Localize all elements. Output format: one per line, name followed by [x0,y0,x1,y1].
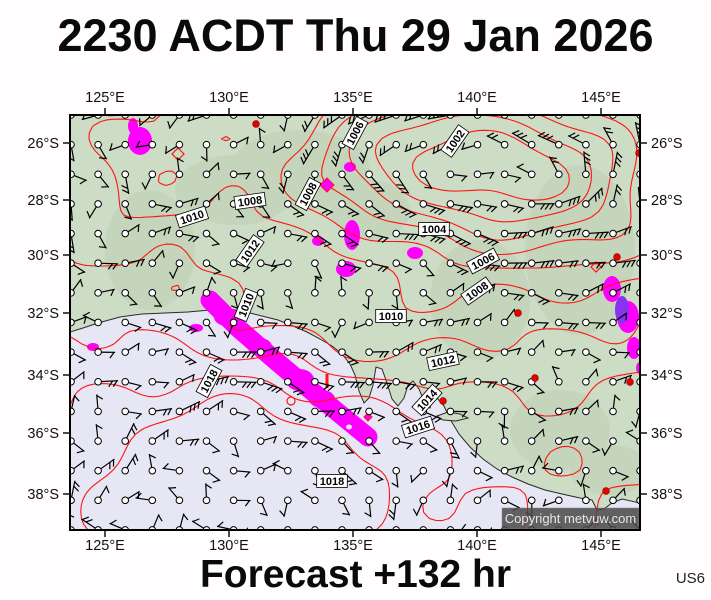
lat-label-right: 38°S [651,487,683,503]
svg-text:1018: 1018 [320,476,344,488]
forecast-hour-label: Forecast +132 hr [199,553,512,596]
svg-text:1012: 1012 [430,354,456,371]
lat-label-left: 34°S [27,368,59,384]
lat-label-left: 38°S [27,487,59,503]
contour-marks [171,147,602,422]
lat-label-left: 36°S [27,426,59,442]
lat-label-left: 32°S [27,306,59,322]
lon-label-bottom: 135°E [333,538,373,554]
lat-label-right: 32°S [651,306,683,322]
lat-label-right: 36°S [651,426,683,442]
svg-text:Copyright metvuw.com: Copyright metvuw.com [505,511,637,526]
lat-label-right: 34°S [651,368,683,384]
lon-label-bottom: 130°E [209,538,249,554]
lon-label-top: 135°E [333,90,373,106]
copyright-watermark: Copyright metvuw.com [501,507,640,530]
svg-text:1004: 1004 [422,224,447,236]
lat-label-left: 28°S [27,193,59,209]
city-markers [252,120,640,495]
lon-label-top: 130°E [209,90,249,106]
lat-label-right: 26°S [651,136,683,152]
graticule-labels: 125°E 125°E 130°E 130°E 135°E 135°E 140°E 140°E… [27,90,682,554]
lon-label-bottom: 145°E [581,538,621,554]
lat-label-right: 30°S [651,248,683,264]
lon-label-top: 125°E [85,90,125,106]
lat-label-left: 30°S [27,248,59,264]
lon-label-bottom: 140°E [457,538,497,554]
chart-title: 2230 ACDT Thu 29 Jan 2026 [57,10,654,61]
model-run-label: US6 [675,570,705,587]
map-border [69,114,641,531]
svg-text:1010: 1010 [379,311,403,323]
lon-label-top: 140°E [457,90,497,106]
lon-label-top: 145°E [581,90,621,106]
lon-label-bottom: 125°E [85,538,125,554]
lat-label-left: 26°S [27,136,59,152]
svg-text:1008: 1008 [237,194,263,209]
lat-label-right: 28°S [651,193,683,209]
